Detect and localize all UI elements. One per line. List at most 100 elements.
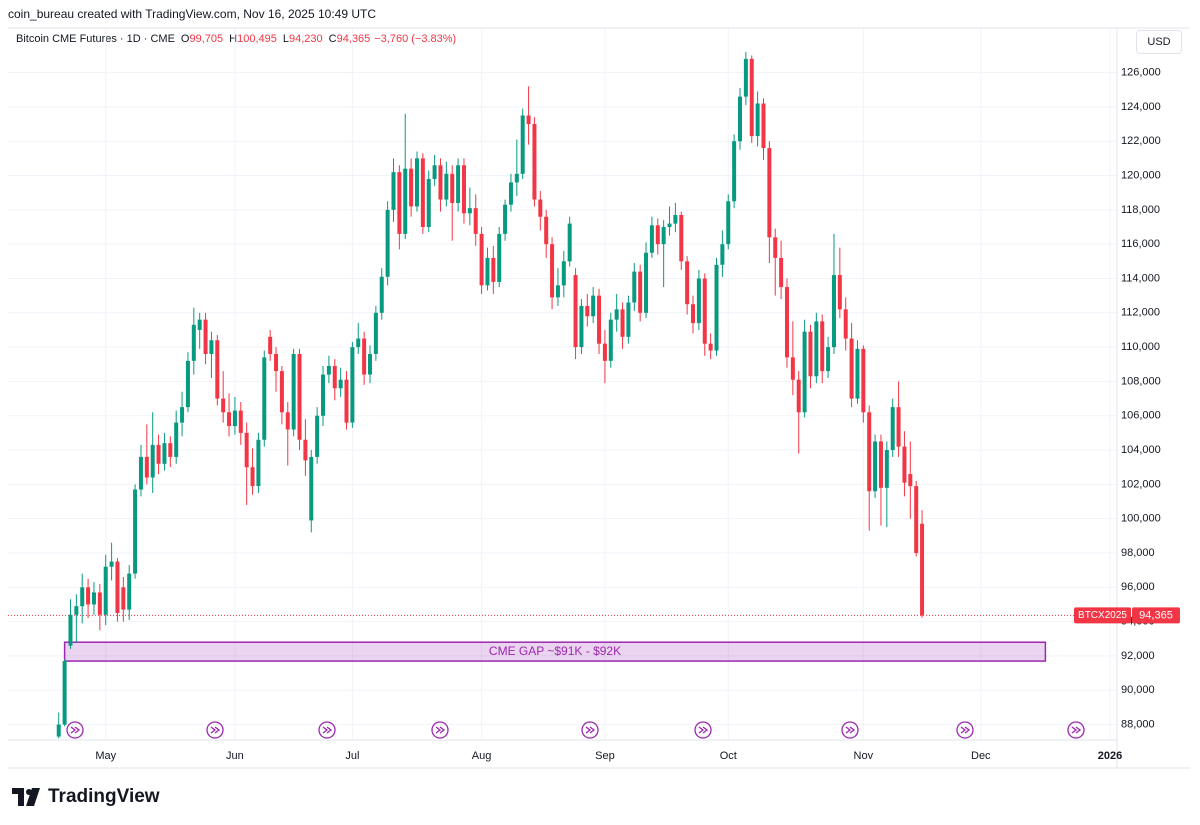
y-tick-label: 92,000 (1121, 650, 1155, 662)
symbol-tag-label: BTCX2025 (1078, 610, 1127, 621)
y-tick-label: 112,000 (1121, 307, 1160, 319)
x-tick-label: 2026 (1098, 750, 1122, 762)
candle-body (667, 223, 672, 228)
candle-body (391, 172, 396, 210)
candle-body (473, 208, 478, 234)
candle-body (238, 410, 243, 433)
candle-body (362, 338, 367, 375)
legend-item: L (282, 33, 289, 45)
candle-body (503, 204, 508, 234)
candle-body (732, 141, 737, 202)
candle-body (544, 216, 549, 245)
y-tick-label: 100,000 (1121, 513, 1161, 525)
candle-body (479, 233, 484, 286)
candle-body (567, 223, 572, 262)
event-icons (66, 721, 1085, 739)
candle-body (385, 209, 390, 277)
candle-body (450, 173, 455, 203)
candle-body (720, 244, 725, 265)
candle-body (591, 295, 596, 317)
x-tick-label: Sep (595, 750, 615, 762)
candle-body (274, 353, 279, 372)
candle-body (279, 371, 284, 413)
y-tick-label: 108,000 (1121, 375, 1161, 387)
candle-body (162, 443, 167, 464)
candle-body (256, 439, 261, 487)
candle-body (268, 336, 273, 354)
candle-body (855, 348, 860, 399)
candle-body (702, 278, 707, 344)
candle-body (221, 398, 226, 413)
y-tick-label: 104,000 (1121, 444, 1161, 456)
candle-body (144, 456, 149, 478)
y-tick-label: 88,000 (1121, 718, 1155, 730)
candle-body (109, 561, 114, 567)
candle-body (849, 338, 854, 399)
candle-body (309, 456, 314, 521)
candle-body (608, 319, 613, 361)
candle-body (673, 215, 678, 224)
x-tick-label: Nov (854, 750, 874, 762)
candle-body (526, 115, 531, 125)
candle-body (438, 165, 443, 200)
price-tag (1132, 607, 1180, 624)
y-tick-label: 110,000 (1121, 341, 1160, 353)
candle-body (867, 412, 872, 492)
candle-body (831, 275, 836, 348)
candle-body (397, 172, 402, 234)
y-tick-label: 96,000 (1121, 581, 1155, 593)
candle-body (485, 257, 490, 286)
candle-body (344, 379, 349, 423)
candle-body (291, 353, 296, 430)
candle-body (127, 573, 132, 610)
candle-body (796, 379, 801, 413)
candle-body (679, 215, 684, 262)
candle-body (262, 357, 267, 440)
candle-body (321, 374, 326, 416)
candle-body (232, 410, 237, 427)
candle-body (808, 331, 813, 377)
y-tick-label: 116,000 (1121, 238, 1160, 250)
candle-body (80, 587, 85, 607)
candle-body (920, 523, 925, 616)
candle-body (726, 201, 731, 245)
candle-body (215, 340, 220, 399)
candle-body (896, 407, 901, 447)
candle-body (761, 103, 766, 149)
candle-body (191, 324, 196, 361)
legend-title: Bitcoin CME Futures · 1D · CME (16, 33, 175, 45)
legend-item: 94,365 (336, 33, 371, 45)
candle-body (908, 474, 913, 487)
gap-zone (63, 641, 1047, 662)
symbol-tag (1074, 607, 1131, 624)
legend-item: H (229, 33, 238, 45)
candle-body (620, 309, 625, 337)
x-tick-label: May (95, 750, 116, 762)
y-tick-label: 124,000 (1121, 101, 1161, 113)
candle-body (649, 225, 654, 253)
candle-body (784, 287, 789, 358)
candle-body (579, 305, 584, 348)
legend-item: 94,230 (288, 33, 323, 45)
candle-body (121, 587, 126, 610)
candle-body (520, 115, 525, 174)
candle-body (561, 261, 566, 286)
candle-body (861, 348, 866, 413)
candle-body (638, 271, 643, 313)
candle-body (168, 443, 173, 457)
candle-body (508, 182, 513, 205)
candle-body (602, 343, 607, 361)
candle-body (56, 724, 61, 737)
candle-body (150, 444, 155, 478)
candle-body (138, 456, 143, 490)
candle-body (174, 422, 179, 457)
credit: coin_bureau created with TradingView.com… (8, 7, 376, 21)
legend: Bitcoin CME Futures · 1D · CME O 99,705 H 1… (16, 33, 456, 45)
candle-body (878, 441, 883, 488)
candle-body (315, 415, 320, 457)
candle-body (227, 412, 232, 427)
currency-button[interactable]: USD (1136, 30, 1182, 54)
candle-body (691, 304, 696, 324)
